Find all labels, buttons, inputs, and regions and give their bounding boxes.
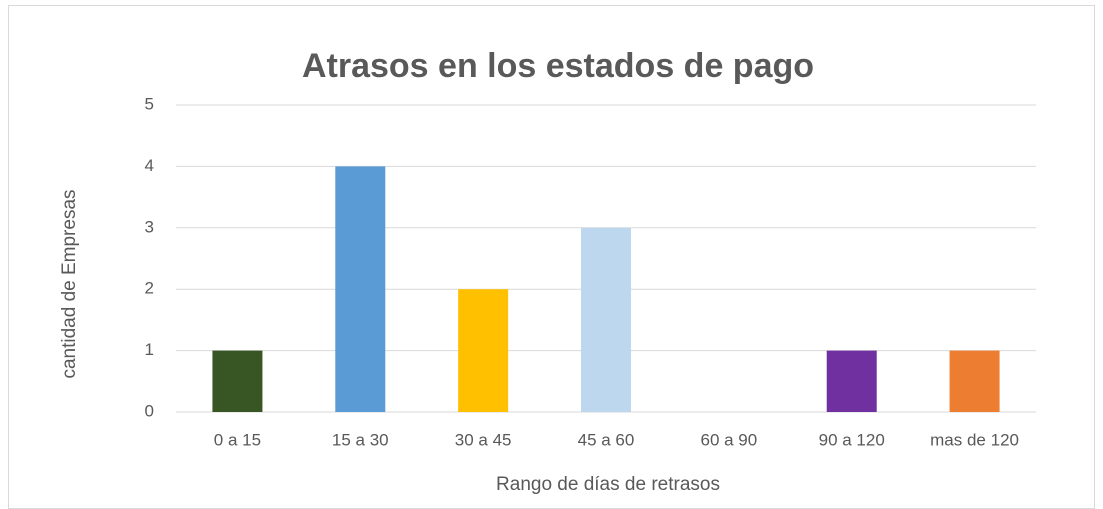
x-tick-label: mas de 120: [930, 430, 1019, 449]
y-tick-label: 0: [145, 401, 154, 420]
x-tick-label: 0 a 15: [214, 430, 261, 449]
x-tick-label: 90 a 120: [819, 430, 885, 449]
y-tick-label: 4: [145, 156, 154, 175]
chart-border: [8, 5, 1095, 509]
bar: [581, 227, 631, 412]
y-tick-label: 5: [145, 94, 154, 113]
bar: [826, 350, 877, 412]
x-tick-label: 30 a 45: [455, 430, 512, 449]
bar: [335, 166, 386, 412]
x-axis-title: Rango de días de retrasos: [496, 474, 720, 495]
y-tick-label: 2: [145, 279, 154, 298]
bar: [212, 350, 263, 412]
bar: [949, 350, 1000, 412]
y-axis-title: cantidad de Empresas: [59, 189, 80, 378]
chart-title: Atrasos en los estados de pago: [302, 47, 814, 85]
x-tick-label: 15 a 30: [332, 430, 389, 449]
x-tick-label: 45 a 60: [578, 430, 635, 449]
x-tick-label: 60 a 90: [700, 430, 757, 449]
y-tick-label: 3: [145, 217, 154, 236]
y-tick-label: 1: [145, 340, 154, 359]
bar: [458, 289, 509, 412]
